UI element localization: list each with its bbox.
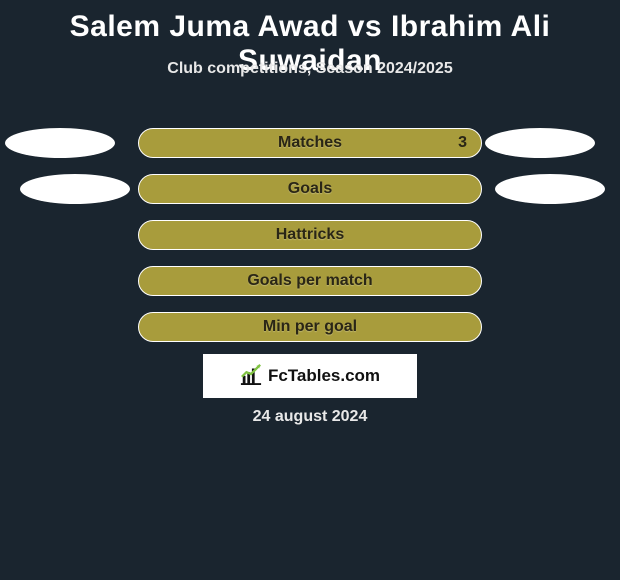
stat-label: Matches xyxy=(139,134,481,152)
stat-label: Goals per match xyxy=(139,272,481,290)
right-value-ellipse xyxy=(495,174,605,204)
stat-row: Hattricks xyxy=(0,212,620,258)
stat-bar: Goals per match xyxy=(138,266,482,296)
stats-rows: Matches3 Goals Hattricks Goals per match Min… xyxy=(0,120,620,350)
stat-row: Goals xyxy=(0,166,620,212)
stat-label: Min per goal xyxy=(139,318,481,336)
stat-label: Goals xyxy=(139,180,481,198)
as-of-date: 24 august 2024 xyxy=(0,408,620,426)
stat-bar: Hattricks xyxy=(138,220,482,250)
branding-text: FcTables.com xyxy=(268,366,380,386)
page-subtitle: Club competitions, Season 2024/2025 xyxy=(0,60,620,78)
stat-label: Hattricks xyxy=(139,226,481,244)
stat-row: Matches3 xyxy=(0,120,620,166)
right-value-ellipse xyxy=(485,128,595,158)
stat-right-value: 3 xyxy=(458,134,467,152)
stat-row: Goals per match xyxy=(0,258,620,304)
stat-bar: Min per goal xyxy=(138,312,482,342)
stat-bar: Goals xyxy=(138,174,482,204)
chart-icon xyxy=(240,363,262,390)
stat-bar: Matches3 xyxy=(138,128,482,158)
branding-box[interactable]: FcTables.com xyxy=(203,354,417,398)
left-value-ellipse xyxy=(20,174,130,204)
stat-row: Min per goal xyxy=(0,304,620,350)
left-value-ellipse xyxy=(5,128,115,158)
comparison-card: Salem Juma Awad vs Ibrahim Ali Suwaidan … xyxy=(0,0,620,580)
